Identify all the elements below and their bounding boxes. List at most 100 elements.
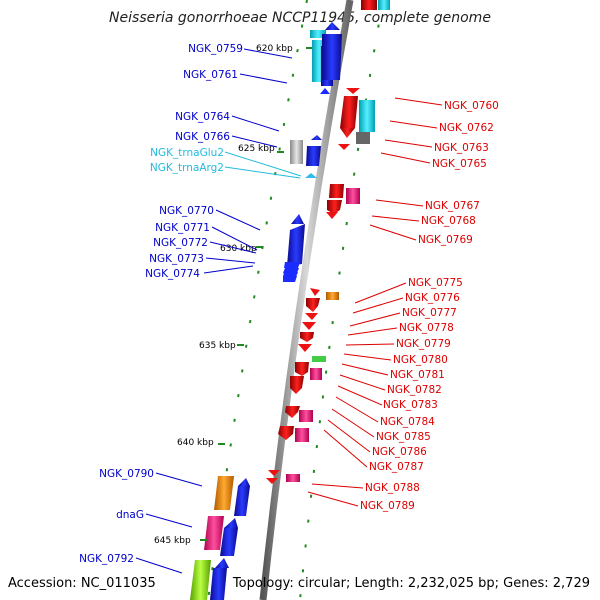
feature-ngk-0777[interactable] bbox=[306, 298, 320, 312]
gene-label-ngk-0768[interactable]: NGK_0768 bbox=[421, 215, 476, 227]
feature-ngk-0785-pink[interactable] bbox=[299, 410, 313, 422]
feature-ngk-0790-arrowhead[interactable] bbox=[238, 478, 250, 486]
feature-ngk-0772[interactable] bbox=[283, 268, 299, 273]
feature-dnag-partner[interactable] bbox=[220, 528, 238, 556]
feature-ngk-0784[interactable] bbox=[290, 376, 304, 394]
feature-ngk-0761-arrowhead[interactable] bbox=[325, 22, 340, 30]
feature-top-red[interactable] bbox=[361, 0, 377, 10]
feature-ngk-0766-arrowhead[interactable] bbox=[311, 135, 322, 140]
gene-label-ngk-0773[interactable]: NGK_0773 bbox=[149, 253, 204, 265]
feature-dnag[interactable] bbox=[204, 516, 224, 550]
tick-label-645: 645 kbp bbox=[154, 536, 191, 546]
feature-top-cyan[interactable] bbox=[378, 0, 390, 10]
gene-label-ngk-0765[interactable]: NGK_0765 bbox=[432, 158, 487, 170]
feature-ngk-0782[interactable] bbox=[312, 356, 326, 362]
feature-ngk-0761-body[interactable] bbox=[322, 34, 342, 80]
feature-ngk-0775[interactable] bbox=[310, 288, 320, 296]
gene-label-ngk-trnaglu2[interactable]: NGK_trnaGlu2 bbox=[150, 147, 224, 159]
gene-label-ngk-trnaarg2[interactable]: NGK_trnaArg2 bbox=[150, 162, 224, 174]
gene-label-ngk-0764[interactable]: NGK_0764 bbox=[175, 111, 230, 123]
gene-label-ngk-0783[interactable]: NGK_0783 bbox=[383, 399, 438, 411]
accession-text: Accession: NC_011035 bbox=[8, 576, 156, 591]
feature-ngk-0770-arrowhead[interactable] bbox=[291, 214, 304, 224]
tick-label-635: 635 kbp bbox=[199, 341, 236, 351]
feature-ngk-0792-partner[interactable] bbox=[210, 568, 227, 600]
gene-label-ngk-0767[interactable]: NGK_0767 bbox=[425, 200, 480, 212]
feature-ngk-0773[interactable] bbox=[283, 272, 298, 277]
gene-label-ngk-0778[interactable]: NGK_0778 bbox=[399, 322, 454, 334]
feature-ngk-0765[interactable] bbox=[338, 144, 350, 150]
gene-label-ngk-0777[interactable]: NGK_0777 bbox=[402, 307, 457, 319]
feature-ngk-0776[interactable] bbox=[326, 292, 339, 300]
feature-ngk-0779[interactable] bbox=[302, 322, 316, 330]
feature-ngk-0790[interactable] bbox=[214, 476, 234, 510]
gene-label-ngk-0787[interactable]: NGK_0787 bbox=[369, 461, 424, 473]
topology-text: Topology: circular; Length: 2,232,025 bp… bbox=[232, 576, 590, 591]
tick-label-620: 620 kbp bbox=[256, 44, 293, 54]
feature-ngk-0792-arrowhead[interactable] bbox=[215, 558, 229, 568]
feature-ngk-0764[interactable] bbox=[290, 140, 303, 164]
gene-label-ngk-0790[interactable]: NGK_0790 bbox=[99, 468, 154, 480]
gene-label-ngk-0782[interactable]: NGK_0782 bbox=[387, 384, 442, 396]
gene-label-ngk-0779[interactable]: NGK_0779 bbox=[396, 338, 451, 350]
feature-ngk-0771[interactable] bbox=[284, 262, 300, 268]
feature-ngk-0768[interactable] bbox=[327, 200, 342, 214]
feature-ngk-0778[interactable] bbox=[305, 313, 318, 320]
gene-label-ngk-0771[interactable]: NGK_0771 bbox=[155, 222, 210, 234]
feature-ngk-0759-top[interactable] bbox=[310, 30, 326, 38]
gene-label-ngk-0792[interactable]: NGK_0792 bbox=[79, 553, 134, 565]
gene-label-ngk-0766[interactable]: NGK_0766 bbox=[175, 131, 230, 143]
feature-ngk-0787[interactable] bbox=[295, 428, 309, 442]
feature-ngk-0760-arrowhead[interactable] bbox=[340, 128, 355, 138]
gene-label-ngk-0788[interactable]: NGK_0788 bbox=[365, 482, 420, 494]
genome-backbone bbox=[259, 0, 354, 600]
feature-ngk-0760-top[interactable] bbox=[346, 88, 360, 94]
feature-ngk-0783[interactable] bbox=[295, 362, 309, 376]
gene-label-ngk-0772[interactable]: NGK_0772 bbox=[153, 237, 208, 249]
feature-ngk-0788[interactable] bbox=[268, 470, 280, 476]
feature-ngk-0783-pink[interactable] bbox=[310, 368, 322, 380]
gene-label-ngk-0770[interactable]: NGK_0770 bbox=[159, 205, 214, 217]
feature-ngk-0780[interactable] bbox=[300, 332, 314, 342]
gene-label-ngk-0786[interactable]: NGK_0786 bbox=[372, 446, 427, 458]
gene-label-dnag[interactable]: dnaG bbox=[116, 509, 144, 521]
gene-label-ngk-0763[interactable]: NGK_0763 bbox=[434, 142, 489, 154]
feature-ngk-0763[interactable] bbox=[356, 132, 370, 144]
gene-label-ngk-0785[interactable]: NGK_0785 bbox=[376, 431, 431, 443]
feature-ngk-0774[interactable] bbox=[283, 276, 297, 282]
gene-label-ngk-0774[interactable]: NGK_0774 bbox=[145, 268, 200, 280]
gene-label-ngk-0784[interactable]: NGK_0784 bbox=[380, 416, 435, 428]
gene-label-ngk-0775[interactable]: NGK_0775 bbox=[408, 277, 463, 289]
gene-label-ngk-0760[interactable]: NGK_0760 bbox=[444, 100, 499, 112]
feature-ngk-0760[interactable] bbox=[340, 96, 358, 128]
feature-ngk-0790-partner[interactable] bbox=[234, 486, 250, 516]
feature-ngk-0781[interactable] bbox=[298, 344, 312, 352]
feature-ngk-0792[interactable] bbox=[190, 560, 211, 600]
gene-label-ngk-0780[interactable]: NGK_0780 bbox=[393, 354, 448, 366]
feature-ngk-0762[interactable] bbox=[359, 100, 375, 132]
feature-ngk-0769[interactable] bbox=[326, 212, 338, 219]
gene-label-ngk-0781[interactable]: NGK_0781 bbox=[390, 369, 445, 381]
gene-label-ngk-0769[interactable]: NGK_0769 bbox=[418, 234, 473, 246]
gene-label-ngk-0761[interactable]: NGK_0761 bbox=[183, 69, 238, 81]
feature-ngk-0761-small[interactable] bbox=[320, 88, 330, 94]
gene-label-ngk-0776[interactable]: NGK_0776 bbox=[405, 292, 460, 304]
left-leader-lines bbox=[135, 48, 293, 574]
gene-label-ngk-0789[interactable]: NGK_0789 bbox=[360, 500, 415, 512]
feature-ngk-0766[interactable] bbox=[306, 146, 321, 166]
feature-ngk-0767[interactable] bbox=[329, 184, 344, 198]
feature-ngk-0789[interactable] bbox=[286, 474, 300, 482]
feature-dnag-arrowhead[interactable] bbox=[224, 518, 238, 528]
feature-ngk-0767-pink[interactable] bbox=[346, 188, 360, 204]
feature-ngk-0788-b[interactable] bbox=[266, 478, 278, 484]
feature-ngk-0786[interactable] bbox=[278, 426, 294, 440]
feature-ngk-trnaglu2[interactable] bbox=[305, 173, 317, 178]
gene-label-ngk-0759[interactable]: NGK_0759 bbox=[188, 43, 243, 55]
left-labels: NGK_0759 NGK_0761 NGK_0764 NGK_0766 NGK_… bbox=[79, 43, 243, 565]
genome-title: Neisseria gonorrhoeae NCCP11945, complet… bbox=[109, 10, 491, 26]
feature-ngk-0785[interactable] bbox=[285, 406, 300, 418]
feature-ngk-0770[interactable] bbox=[287, 224, 305, 266]
gene-label-ngk-0762[interactable]: NGK_0762 bbox=[439, 122, 494, 134]
